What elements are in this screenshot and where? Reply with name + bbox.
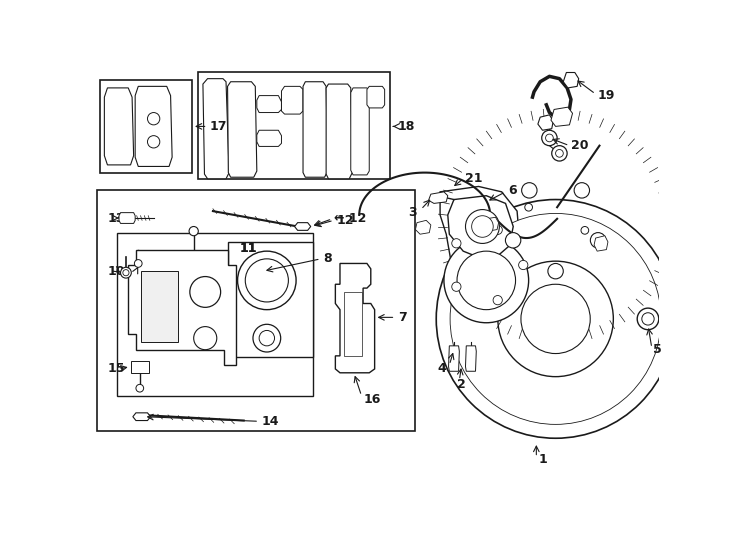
Text: 7: 7 bbox=[398, 311, 407, 324]
Circle shape bbox=[238, 251, 296, 309]
Circle shape bbox=[457, 251, 515, 309]
Circle shape bbox=[451, 239, 461, 248]
Bar bbox=[100, 80, 192, 173]
Polygon shape bbox=[294, 222, 310, 231]
Circle shape bbox=[581, 226, 589, 234]
Circle shape bbox=[522, 183, 537, 198]
Polygon shape bbox=[128, 249, 236, 365]
Text: 15: 15 bbox=[107, 362, 125, 375]
Circle shape bbox=[451, 282, 461, 292]
Circle shape bbox=[519, 260, 528, 269]
Polygon shape bbox=[133, 413, 150, 421]
Text: 9: 9 bbox=[127, 265, 136, 278]
Text: 17: 17 bbox=[209, 120, 227, 133]
Polygon shape bbox=[119, 213, 135, 224]
Circle shape bbox=[556, 150, 563, 157]
Polygon shape bbox=[351, 88, 369, 175]
Circle shape bbox=[194, 327, 217, 350]
Circle shape bbox=[542, 130, 557, 146]
Circle shape bbox=[521, 284, 590, 354]
Text: 14: 14 bbox=[261, 415, 279, 428]
Text: 11: 11 bbox=[240, 241, 258, 254]
Polygon shape bbox=[538, 115, 553, 130]
Polygon shape bbox=[484, 217, 498, 231]
Bar bbox=[197, 72, 390, 179]
Polygon shape bbox=[228, 82, 257, 177]
Polygon shape bbox=[142, 271, 178, 342]
Text: 6: 6 bbox=[508, 184, 517, 197]
Bar bbox=[117, 233, 313, 396]
Polygon shape bbox=[448, 346, 459, 372]
Polygon shape bbox=[131, 361, 149, 373]
Polygon shape bbox=[344, 292, 362, 356]
Polygon shape bbox=[367, 86, 385, 108]
Circle shape bbox=[148, 136, 160, 148]
Polygon shape bbox=[594, 236, 608, 251]
Circle shape bbox=[450, 213, 661, 424]
Circle shape bbox=[465, 210, 499, 244]
Polygon shape bbox=[303, 82, 327, 177]
Circle shape bbox=[525, 204, 532, 211]
Polygon shape bbox=[429, 192, 448, 204]
Circle shape bbox=[545, 134, 553, 142]
Polygon shape bbox=[203, 79, 229, 179]
Polygon shape bbox=[281, 86, 303, 114]
Circle shape bbox=[552, 146, 567, 161]
Circle shape bbox=[472, 215, 493, 237]
Circle shape bbox=[493, 225, 502, 234]
Polygon shape bbox=[415, 220, 431, 234]
Circle shape bbox=[590, 233, 606, 248]
Polygon shape bbox=[257, 130, 281, 146]
Circle shape bbox=[637, 308, 659, 330]
Text: 4: 4 bbox=[437, 362, 446, 375]
Circle shape bbox=[444, 238, 528, 323]
Circle shape bbox=[259, 330, 275, 346]
Polygon shape bbox=[326, 84, 352, 179]
Polygon shape bbox=[104, 88, 134, 165]
Circle shape bbox=[548, 264, 563, 279]
Circle shape bbox=[134, 260, 142, 267]
Text: 5: 5 bbox=[653, 343, 662, 356]
Text: 11: 11 bbox=[240, 241, 258, 254]
Polygon shape bbox=[335, 264, 374, 373]
Circle shape bbox=[190, 276, 221, 307]
Text: 1: 1 bbox=[539, 453, 548, 465]
Circle shape bbox=[493, 295, 502, 305]
Polygon shape bbox=[551, 107, 573, 126]
Polygon shape bbox=[448, 195, 513, 257]
Text: 3: 3 bbox=[408, 206, 417, 219]
Polygon shape bbox=[563, 72, 578, 88]
Circle shape bbox=[498, 261, 614, 377]
Circle shape bbox=[123, 269, 129, 276]
Text: 10: 10 bbox=[107, 265, 125, 278]
Circle shape bbox=[148, 112, 160, 125]
Bar bbox=[98, 190, 415, 430]
Polygon shape bbox=[257, 96, 281, 112]
Circle shape bbox=[642, 313, 654, 325]
Circle shape bbox=[189, 226, 198, 236]
Polygon shape bbox=[135, 86, 172, 166]
Circle shape bbox=[574, 183, 589, 198]
Text: 18: 18 bbox=[398, 120, 415, 133]
Circle shape bbox=[120, 267, 131, 278]
Circle shape bbox=[136, 384, 144, 392]
Text: 8: 8 bbox=[323, 252, 332, 265]
Circle shape bbox=[245, 259, 288, 302]
Circle shape bbox=[506, 233, 521, 248]
Text: 21: 21 bbox=[465, 172, 482, 185]
Bar bbox=[228, 242, 313, 357]
Text: 2: 2 bbox=[457, 378, 466, 391]
Polygon shape bbox=[440, 186, 521, 323]
Circle shape bbox=[253, 325, 280, 352]
Text: ← 12: ← 12 bbox=[334, 212, 366, 225]
Text: 12: 12 bbox=[336, 214, 354, 227]
Circle shape bbox=[436, 200, 675, 438]
Text: 20: 20 bbox=[571, 139, 589, 152]
Text: 19: 19 bbox=[598, 89, 615, 102]
Polygon shape bbox=[465, 346, 476, 372]
Text: 13: 13 bbox=[107, 212, 125, 225]
Text: 16: 16 bbox=[363, 393, 380, 406]
